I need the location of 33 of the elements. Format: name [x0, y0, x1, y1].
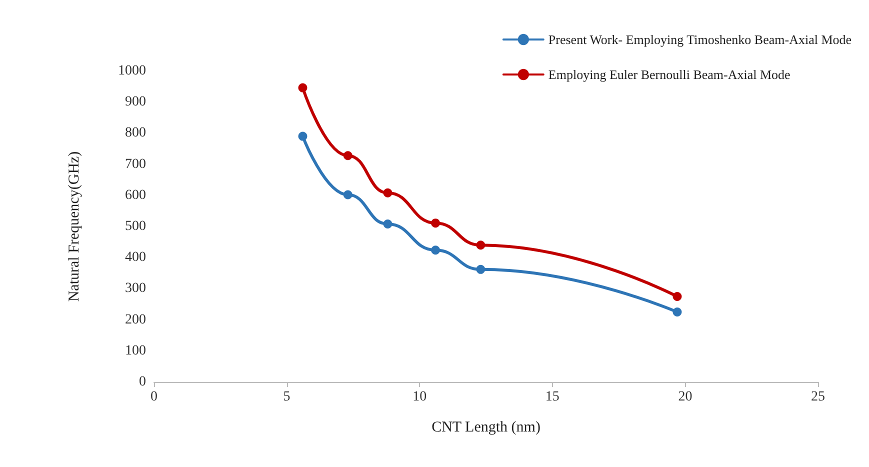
x-tick-label: 10 [412, 390, 427, 404]
x-tick-label: 25 [811, 390, 825, 404]
y-tick-label: 400 [125, 250, 146, 266]
point [672, 292, 682, 301]
y-tick-label: 600 [125, 188, 146, 203]
point [476, 240, 486, 250]
point [298, 83, 308, 92]
y-tick-label: 0 [139, 374, 146, 390]
point [343, 151, 352, 160]
y-tick-label: 900 [125, 94, 146, 110]
point [343, 190, 352, 200]
y-tick-label: 500 [125, 219, 146, 234]
y-tick-label: 200 [125, 312, 146, 328]
point [431, 218, 440, 228]
point [298, 132, 308, 141]
legend-label: Employing Euler Bernoulli Beam-Axial Mode [548, 67, 791, 82]
y-tick-label: 1000 [118, 64, 146, 78]
y-tick-label: 700 [125, 156, 146, 172]
y-axis-title: Natural Frequency(GHz) [66, 151, 82, 302]
point [476, 264, 486, 274]
y-tick-label: 100 [125, 343, 146, 358]
point [431, 246, 440, 255]
point [383, 188, 392, 198]
point [383, 220, 392, 229]
x-axis-title: CNT Length (nm) [432, 420, 540, 436]
y-tick-label: 300 [125, 281, 146, 296]
x-tick-label: 20 [678, 390, 692, 404]
y-tick-label: 800 [125, 126, 146, 141]
x-tick-label: 15 [545, 390, 560, 404]
x-tick-label: 5 [283, 390, 290, 404]
point [672, 308, 682, 317]
x-tick-label: 0 [150, 390, 158, 404]
legend-label: Present Work- Employing Timoshenko Beam-Axial Mode [548, 32, 852, 47]
